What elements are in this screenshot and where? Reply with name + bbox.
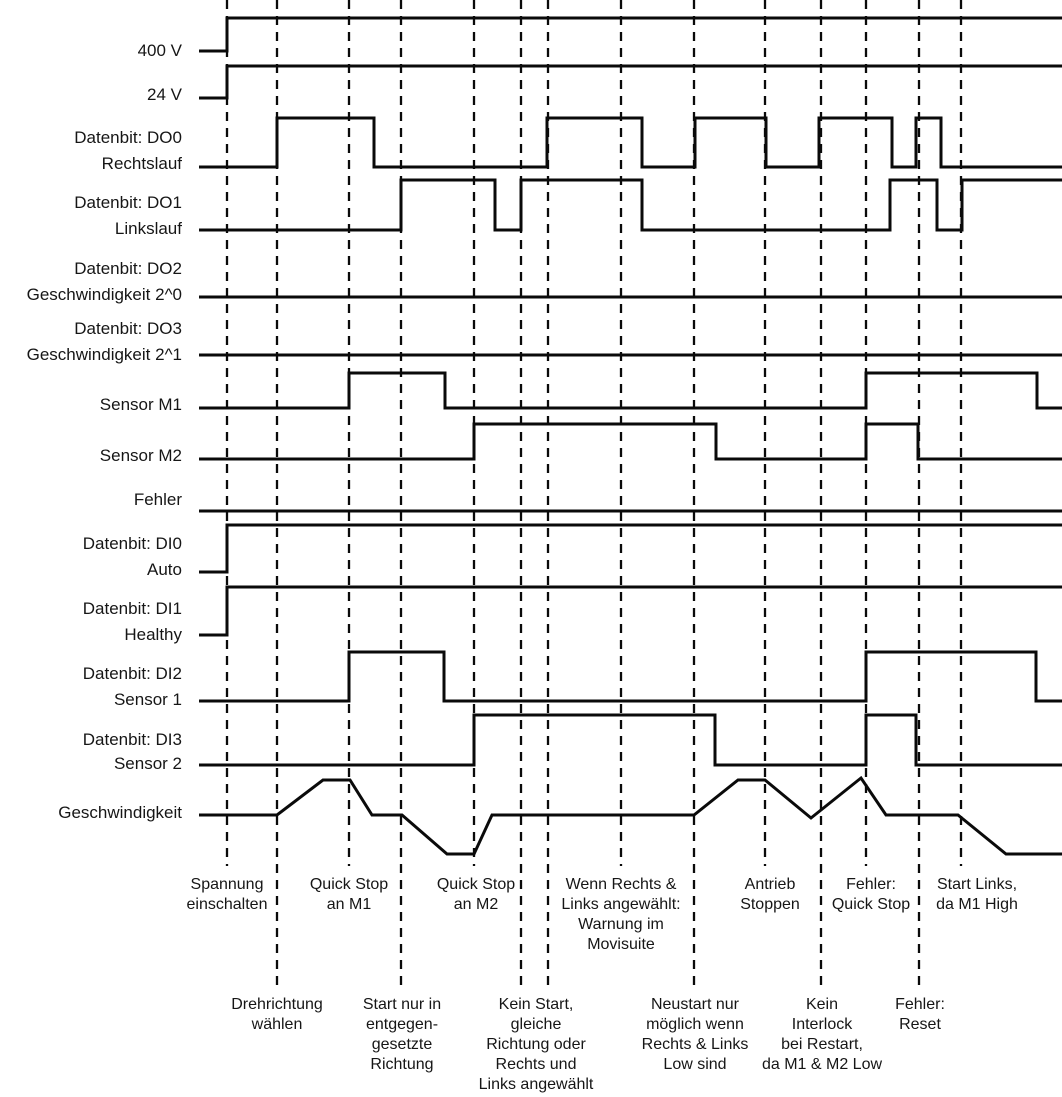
event-annotation: Antrieb: [745, 876, 796, 893]
note-annotation: Kein Start,: [499, 996, 574, 1013]
signal-label-do0-rechtslauf: Datenbit: DO0: [74, 128, 182, 147]
note-annotation: möglich wenn: [646, 1016, 744, 1033]
note-annotation: bei Restart,: [781, 1036, 863, 1053]
event-annotation: Warnung im: [578, 916, 664, 933]
signal-label-di1-healthy: Healthy: [124, 625, 182, 644]
event-annotation: Links angewählt:: [561, 896, 680, 913]
event-annotation: Fehler:: [846, 876, 896, 893]
event-annotation: Stoppen: [740, 896, 800, 913]
signal-trace-do1-linkslauf: [199, 178, 1062, 232]
signal-trace-di2-sensor-1: [199, 650, 1062, 703]
event-annotation: Quick Stop: [310, 876, 388, 893]
note-annotation: Low sind: [663, 1056, 726, 1073]
signal-trace-sensor-m2: [199, 422, 1062, 461]
event-annotation: an M2: [454, 896, 499, 913]
signal-label-do1-linkslauf: Datenbit: DO1: [74, 193, 182, 212]
signal-label-24v: 24 V: [147, 85, 183, 104]
note-annotation: Richtung: [370, 1056, 433, 1073]
note-annotation: gesetzte: [372, 1036, 433, 1053]
signal-label-di2-sensor-1: Sensor 1: [114, 690, 182, 709]
note-annotation: Rechts & Links: [642, 1036, 749, 1053]
signal-label-di0-auto: Auto: [147, 560, 182, 579]
event-annotation: Wenn Rechts &: [566, 876, 677, 893]
signal-label-di3-sensor-2: Sensor 2: [114, 754, 182, 773]
signal-trace-400v: [199, 16, 1062, 53]
event-annotation: an M1: [327, 896, 372, 913]
note-annotation: entgegen-: [366, 1016, 438, 1033]
signal-trace-di0-auto: [199, 523, 1062, 574]
note-annotation: Rechts und: [496, 1056, 577, 1073]
signal-label-do2-geschwindigkeit-2-0: Geschwindigkeit 2^0: [27, 285, 182, 304]
note-annotation: Start nur in: [363, 996, 441, 1013]
signal-trace-24v: [199, 64, 1062, 100]
signal-label-di1-healthy: Datenbit: DI1: [83, 599, 182, 618]
signal-trace-sensor-m1: [199, 371, 1062, 410]
signal-label-geschwindigkeit: Geschwindigkeit: [58, 803, 182, 822]
signal-label-di2-sensor-1: Datenbit: DI2: [83, 664, 182, 683]
note-annotation: Drehrichtung: [231, 996, 323, 1013]
event-annotation: Quick Stop: [437, 876, 515, 893]
note-annotation: Richtung oder: [486, 1036, 586, 1053]
event-annotation: da M1 High: [936, 896, 1018, 913]
note-annotation: wählen: [251, 1016, 303, 1033]
event-annotation: Spannung: [191, 876, 264, 893]
note-annotation: Links angewählt: [479, 1076, 594, 1093]
signal-trace-di1-healthy: [199, 585, 1062, 637]
signal-label-do0-rechtslauf: Rechtslauf: [102, 154, 183, 173]
signal-label-do1-linkslauf: Linkslauf: [115, 219, 182, 238]
signal-label-do2-geschwindigkeit-2-0: Datenbit: DO2: [74, 259, 182, 278]
signal-label-sensor-m1: Sensor M1: [100, 395, 182, 414]
signal-label-di0-auto: Datenbit: DI0: [83, 534, 182, 553]
note-annotation: Reset: [899, 1016, 941, 1033]
signal-trace-do0-rechtslauf: [199, 116, 1062, 169]
event-annotation: Movisuite: [587, 936, 655, 953]
signal-label-do3-geschwindigkeit-2-1: Datenbit: DO3: [74, 319, 182, 338]
note-annotation: gleiche: [511, 1016, 562, 1033]
signal-label-di3-sensor-2: Datenbit: DI3: [83, 730, 182, 749]
note-annotation: Kein: [806, 996, 838, 1013]
signal-label-400v: 400 V: [138, 41, 183, 60]
note-annotation: Fehler:: [895, 996, 945, 1013]
signal-label-fehler: Fehler: [134, 490, 183, 509]
event-annotation: Start Links,: [937, 876, 1017, 893]
note-annotation: Neustart nur: [651, 996, 740, 1013]
signal-label-do3-geschwindigkeit-2-1: Geschwindigkeit 2^1: [27, 345, 182, 364]
note-annotation: da M1 & M2 Low: [762, 1056, 883, 1073]
event-annotation: Quick Stop: [832, 896, 910, 913]
note-annotation: Interlock: [792, 1016, 853, 1033]
event-annotation: einschalten: [187, 896, 268, 913]
signal-trace-geschwindigkeit: [199, 775, 1062, 856]
signal-label-sensor-m2: Sensor M2: [100, 446, 182, 465]
signal-trace-di3-sensor-2: [199, 713, 1062, 767]
